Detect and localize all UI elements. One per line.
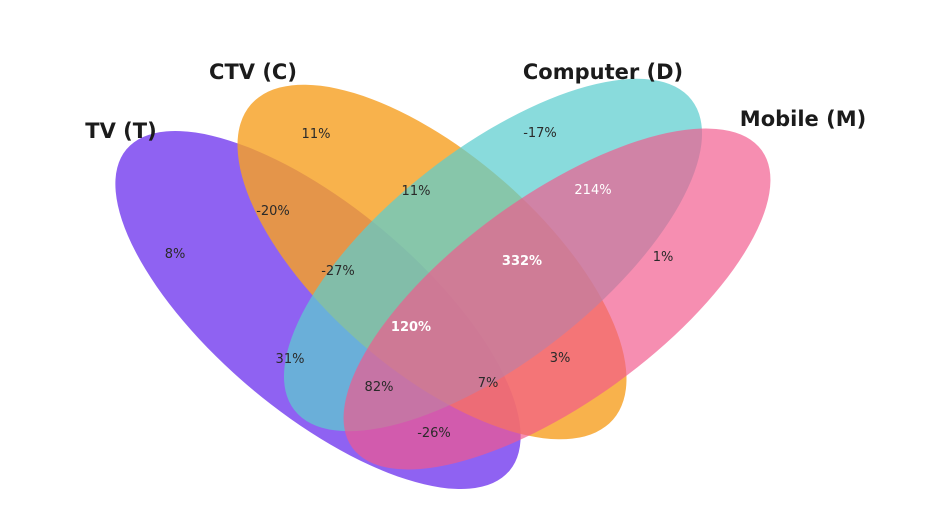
region-tv-mobile: -26%: [417, 426, 451, 441]
region-ctv-mobile: 3%: [550, 351, 571, 366]
set-mobile-ellipse: [343, 128, 771, 470]
region-tv-computer-mobile: 82%: [365, 380, 394, 395]
region-ctv-computer-mobile: 332%: [502, 254, 542, 269]
region-values: 8% 11% -17% 1% -20% 11% 214% 31% 3% -26%…: [165, 126, 674, 441]
set-label-computer: Computer (D): [523, 60, 683, 84]
region-tv-only: 8%: [165, 247, 186, 262]
region-ctv-computer: 11%: [402, 184, 431, 199]
region-tv-ctv: -20%: [256, 204, 290, 219]
set-label-ctv: CTV (C): [209, 60, 297, 84]
region-ctv-only: 11%: [302, 127, 331, 142]
region-tv-ctv-mobile: 7%: [478, 376, 499, 391]
region-mobile-only: 1%: [653, 250, 674, 265]
set-labels: TV (T) CTV (C) Computer (D) Mobile (M): [85, 60, 866, 143]
region-computer-only: -17%: [523, 126, 557, 141]
region-all-four: 120%: [391, 320, 431, 335]
set-label-tv: TV (T): [85, 119, 156, 143]
region-tv-computer: 31%: [276, 352, 305, 367]
region-tv-ctv-computer: -27%: [321, 264, 355, 279]
set-label-mobile: Mobile (M): [740, 107, 866, 131]
region-computer-mobile: 214%: [574, 183, 611, 198]
venn-sets: [115, 78, 771, 490]
